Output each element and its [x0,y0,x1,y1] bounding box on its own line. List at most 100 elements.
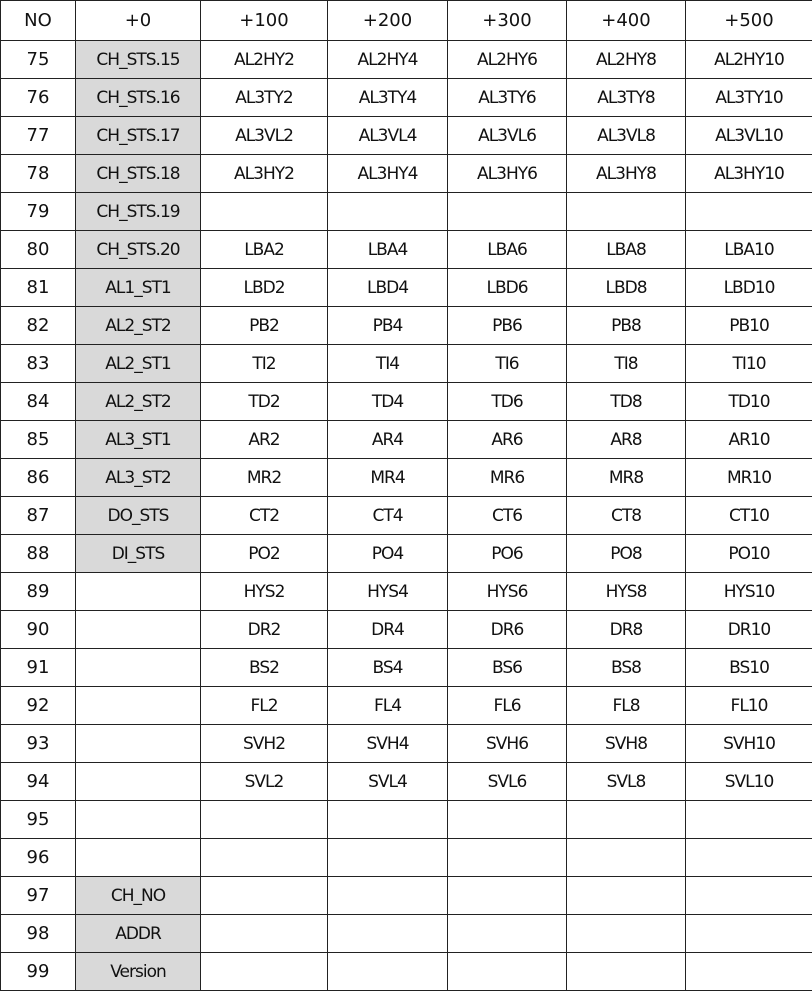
column-header: NO [0,0,76,41]
table-cell: SVH8 [566,724,686,763]
table-cell: LBA10 [685,230,812,269]
table-cell: AL3TY8 [566,78,686,117]
table-cell: LBA2 [200,230,328,269]
row-number: 86 [0,458,76,497]
table-cell: PO10 [685,534,812,573]
table-row: 89 HYS2 HYS4 HYS6 HYS8 HYS10 [0,572,812,611]
table-cell [566,800,686,839]
table-row: 90 DR2 DR4 DR6 DR8 DR10 [0,610,812,649]
table-cell: AL3VL4 [327,116,448,155]
table-cell [566,914,686,953]
table-row: 76 CH_STS.16 AL3TY2 AL3TY4 AL3TY6 AL3TY8 AL3TY… [0,78,812,117]
table-cell: SVH4 [327,724,448,763]
table-cell: AL3VL10 [685,116,812,155]
table-cell [566,952,686,991]
column-header: +300 [447,0,567,41]
table-cell: AR10 [685,420,812,459]
table-cell [566,838,686,877]
table-cell: DI_STS [75,534,201,573]
table-cell [685,838,812,877]
table-cell [447,800,567,839]
table-cell: SVH2 [200,724,328,763]
table-cell: SVH6 [447,724,567,763]
table-cell [200,838,328,877]
table-cell: TD6 [447,382,567,421]
table-cell: SVL2 [200,762,328,801]
table-cell: BS6 [447,648,567,687]
table-cell: AL3HY2 [200,154,328,193]
table-cell: CH_STS.16 [75,78,201,117]
table-cell: FL8 [566,686,686,725]
table-cell: PO8 [566,534,686,573]
table-cell: LBD10 [685,268,812,307]
table-cell: TI8 [566,344,686,383]
table-cell: PO2 [200,534,328,573]
table-cell: AL3HY4 [327,154,448,193]
table-cell: DR6 [447,610,567,649]
row-number: 90 [0,610,76,649]
table-cell: AL1_ST1 [75,268,201,307]
table-row: 98 ADDR [0,914,812,953]
table-cell: AL3HY10 [685,154,812,193]
row-number: 99 [0,952,76,991]
table-cell: MR10 [685,458,812,497]
table-cell: TI4 [327,344,448,383]
row-number: 96 [0,838,76,877]
table-cell: PB10 [685,306,812,345]
table-cell [685,800,812,839]
table-cell: TI10 [685,344,812,383]
table-cell [685,952,812,991]
table-cell [327,876,448,915]
table-cell: AL3VL8 [566,116,686,155]
table-row: 84 AL2_ST2 TD2 TD4 TD6 TD8 TD10 [0,382,812,421]
table-cell: CH_STS.18 [75,154,201,193]
table-row: 99 Version [0,952,812,991]
table-cell [447,192,567,231]
table-cell: AL3TY6 [447,78,567,117]
table-cell [75,648,201,687]
row-number: 97 [0,876,76,915]
table-cell: PB4 [327,306,448,345]
row-number: 82 [0,306,76,345]
table-row: 86 AL3_ST2 MR2 MR4 MR6 MR8 MR10 [0,458,812,497]
table-cell: BS4 [327,648,448,687]
table-cell: SVL10 [685,762,812,801]
table-cell: AL2HY8 [566,40,686,79]
table-row: 96 [0,838,812,877]
table-cell [200,192,328,231]
table-cell: MR8 [566,458,686,497]
table-cell: BS8 [566,648,686,687]
table-cell: HYS10 [685,572,812,611]
table-row: 75 CH_STS.15 AL2HY2 AL2HY4 AL2HY6 AL2HY8 AL2HY… [0,40,812,79]
table-cell: DR4 [327,610,448,649]
table-row: 80 CH_STS.20 LBA2 LBA4 LBA6 LBA8 LBA10 [0,230,812,269]
table-row: 93 SVH2 SVH4 SVH6 SVH8 SVH10 [0,724,812,763]
table-cell: CH_STS.20 [75,230,201,269]
table-cell [447,876,567,915]
table-row: 91 BS2 BS4 BS6 BS8 BS10 [0,648,812,687]
row-number: 87 [0,496,76,535]
row-number: 85 [0,420,76,459]
table-cell: PB6 [447,306,567,345]
table-cell [327,914,448,953]
table-cell [75,572,201,611]
table-cell [327,192,448,231]
table-cell: CT8 [566,496,686,535]
table-cell: AR4 [327,420,448,459]
row-number: 93 [0,724,76,763]
table-cell: PB2 [200,306,328,345]
table-cell [447,952,567,991]
table-cell: FL6 [447,686,567,725]
row-number: 98 [0,914,76,953]
table-cell: LBD6 [447,268,567,307]
table-cell [685,876,812,915]
table-cell: LBA4 [327,230,448,269]
table-cell: AL3HY8 [566,154,686,193]
table-cell: PB8 [566,306,686,345]
table-cell: AL3VL2 [200,116,328,155]
row-number: 81 [0,268,76,307]
table-row: 83 AL2_ST1 TI2 TI4 TI6 TI8 TI10 [0,344,812,383]
column-header: +400 [566,0,686,41]
row-number: 91 [0,648,76,687]
